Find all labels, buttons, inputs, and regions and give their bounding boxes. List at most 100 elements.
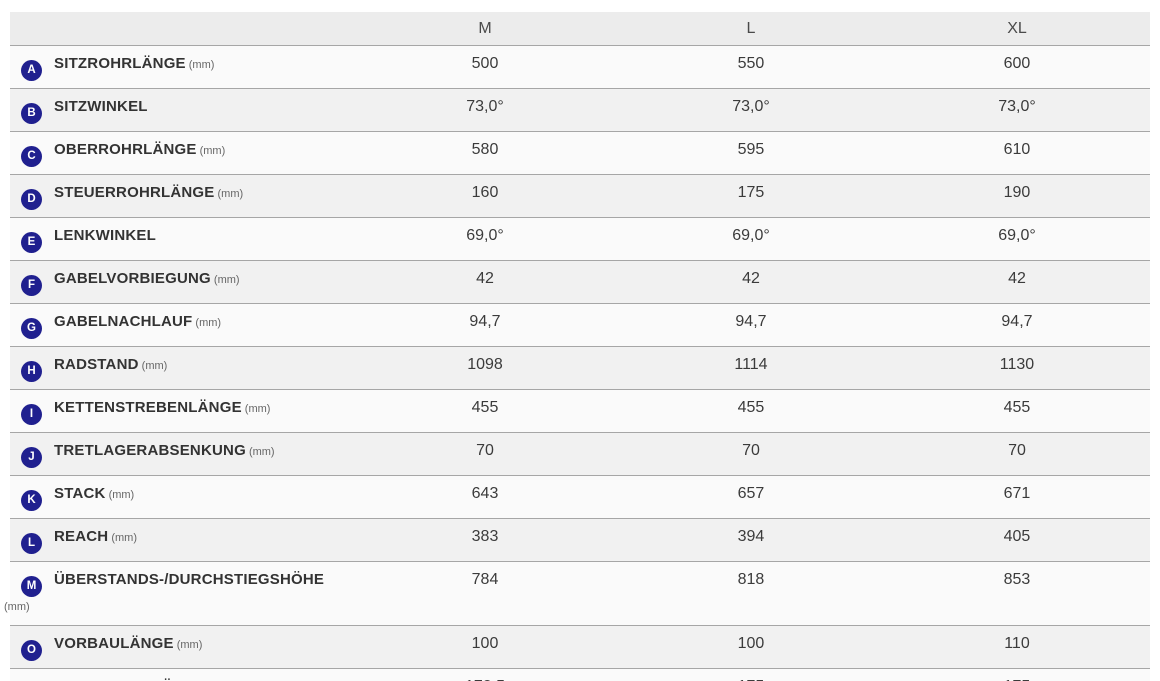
header-size-l: L [617, 12, 884, 46]
value-xl: 1130 [883, 346, 1150, 390]
row-label: LENKWINKEL [54, 227, 156, 244]
row-label-cell: L REACH (mm) [10, 518, 352, 562]
row-label-cell: F GABELVORBIEGUNG (mm) [10, 260, 352, 304]
value-m: 70 [352, 432, 618, 476]
row-letter-badge: E [21, 232, 42, 253]
table-row-gabelnachlauf: G GABELNACHLAUF (mm) 94,7 94,7 94,7 [10, 303, 1150, 347]
value-m: 172,5 [352, 668, 618, 681]
row-letter-badge: H [21, 361, 42, 382]
row-unit: (mm) [248, 446, 275, 458]
table-row-reach: L REACH (mm) 383 394 405 [10, 518, 1150, 562]
row-label-cell: G GABELNACHLAUF (mm) [10, 303, 352, 347]
header-size-m: M [352, 12, 618, 46]
row-letter-badge: I [21, 404, 42, 425]
row-label: TRETLAGERABSENKUNG [54, 442, 246, 459]
table-row-sitzwinkel: B SITZWINKEL 73,0° 73,0° 73,0° [10, 88, 1150, 132]
row-letter-badge: F [21, 275, 42, 296]
row-unit: (mm) [108, 489, 135, 501]
row-letter-badge: K [21, 490, 42, 511]
row-label: VORBAULÄNGE [54, 635, 174, 652]
value-l: 94,7 [617, 303, 884, 347]
value-l: 394 [617, 518, 884, 562]
row-unit: (mm) [213, 274, 240, 286]
table-row-oberrohrlaenge: C OBERROHRLÄNGE (mm) 580 595 610 [10, 131, 1150, 175]
table-row-vorbaulaenge: O VORBAULÄNGE (mm) 100 100 110 [10, 625, 1150, 669]
value-xl: 190 [883, 174, 1150, 218]
row-label: SITZROHRLÄNGE [54, 55, 186, 72]
value-m: 69,0° [352, 217, 618, 261]
row-letter-badge: L [21, 533, 42, 554]
row-label: OBERROHRLÄNGE [54, 141, 197, 158]
value-xl: 455 [883, 389, 1150, 433]
header-row: M L XL [10, 12, 1150, 46]
value-m: 73,0° [352, 88, 618, 132]
row-label-cell: C OBERROHRLÄNGE (mm) [10, 131, 352, 175]
value-xl: 600 [883, 45, 1150, 89]
value-m: 160 [352, 174, 618, 218]
row-label-cell: M ÜBERSTANDS-/DURCHSTIEGSHÖHE (mm) [4, 561, 352, 626]
table-header: M L XL [10, 12, 1150, 46]
row-label-cell: A SITZROHRLÄNGE (mm) [10, 45, 352, 89]
row-unit: (mm) [244, 403, 271, 415]
table-row-ueberstandshoehe: M ÜBERSTANDS-/DURCHSTIEGSHÖHE (mm) 784 818… [4, 561, 1150, 626]
row-label: SITZWINKEL [54, 98, 148, 115]
row-letter-badge: C [21, 146, 42, 167]
row-label: RADSTAND [54, 356, 139, 373]
value-xl: 110 [883, 625, 1150, 669]
table-row-lenkwinkel: E LENKWINKEL 69,0° 69,0° 69,0° [10, 217, 1150, 261]
row-unit: (mm) [4, 601, 30, 613]
value-m: 42 [352, 260, 618, 304]
row-letter-badge: B [21, 103, 42, 124]
row-label: STEUERROHRLÄNGE [54, 184, 215, 201]
value-xl: 94,7 [883, 303, 1150, 347]
row-label-cell: K STACK (mm) [10, 475, 352, 519]
value-l: 818 [617, 561, 884, 626]
table-row-radstand: H RADSTAND (mm) 1098 1114 1130 [10, 346, 1150, 390]
table-row-sitzrohrlaenge: A SITZROHRLÄNGE (mm) 500 550 600 [10, 45, 1150, 89]
row-unit: (mm) [217, 188, 244, 200]
row-label-cell: H RADSTAND (mm) [10, 346, 352, 390]
value-xl: 70 [883, 432, 1150, 476]
row-letter-badge: A [21, 60, 42, 81]
row-label: GABELNACHLAUF [54, 313, 193, 330]
table-row-steuerrohrlaenge: D STEUERROHRLÄNGE (mm) 160 175 190 [10, 174, 1150, 218]
row-label-cell: D STEUERROHRLÄNGE (mm) [10, 174, 352, 218]
value-l: 70 [617, 432, 884, 476]
row-label: STACK [54, 485, 106, 502]
value-m: 455 [352, 389, 618, 433]
value-m: 500 [352, 45, 618, 89]
value-xl: 671 [883, 475, 1150, 519]
row-label: REACH [54, 528, 109, 545]
row-letter-badge: D [21, 189, 42, 210]
header-empty-cell [10, 12, 352, 46]
row-label-cell: J TRETLAGERABSENKUNG (mm) [10, 432, 352, 476]
value-m: 784 [352, 561, 618, 626]
row-unit: (mm) [188, 59, 215, 71]
value-l: 595 [617, 131, 884, 175]
row-label: ÜBERSTANDS-/DURCHSTIEGSHÖHE [54, 571, 325, 588]
table-row-kettenstrebenlaenge: I KETTENSTREBENLÄNGE (mm) 455 455 455 [10, 389, 1150, 433]
value-l: 42 [617, 260, 884, 304]
row-letter-badge: M [21, 576, 42, 597]
value-l: 550 [617, 45, 884, 89]
row-label: KURBELARMLÄNGE [54, 678, 206, 681]
value-xl: 69,0° [883, 217, 1150, 261]
value-m: 643 [352, 475, 618, 519]
value-l: 1114 [617, 346, 884, 390]
row-label-cell: I KETTENSTREBENLÄNGE (mm) [10, 389, 352, 433]
value-m: 1098 [352, 346, 618, 390]
row-label-cell: E LENKWINKEL [10, 217, 352, 261]
row-label-cell: B SITZWINKEL [10, 88, 352, 132]
value-xl: 610 [883, 131, 1150, 175]
value-xl: 853 [883, 561, 1150, 626]
value-xl: 73,0° [883, 88, 1150, 132]
row-letter-badge: J [21, 447, 42, 468]
table-row-tretlagerabsenkung: J TRETLAGERABSENKUNG (mm) 70 70 70 [10, 432, 1150, 476]
value-l: 100 [617, 625, 884, 669]
row-label: KETTENSTREBENLÄNGE [54, 399, 242, 416]
value-xl: 42 [883, 260, 1150, 304]
value-m: 94,7 [352, 303, 618, 347]
header-size-xl: XL [883, 12, 1150, 46]
row-unit: (mm) [195, 317, 222, 329]
